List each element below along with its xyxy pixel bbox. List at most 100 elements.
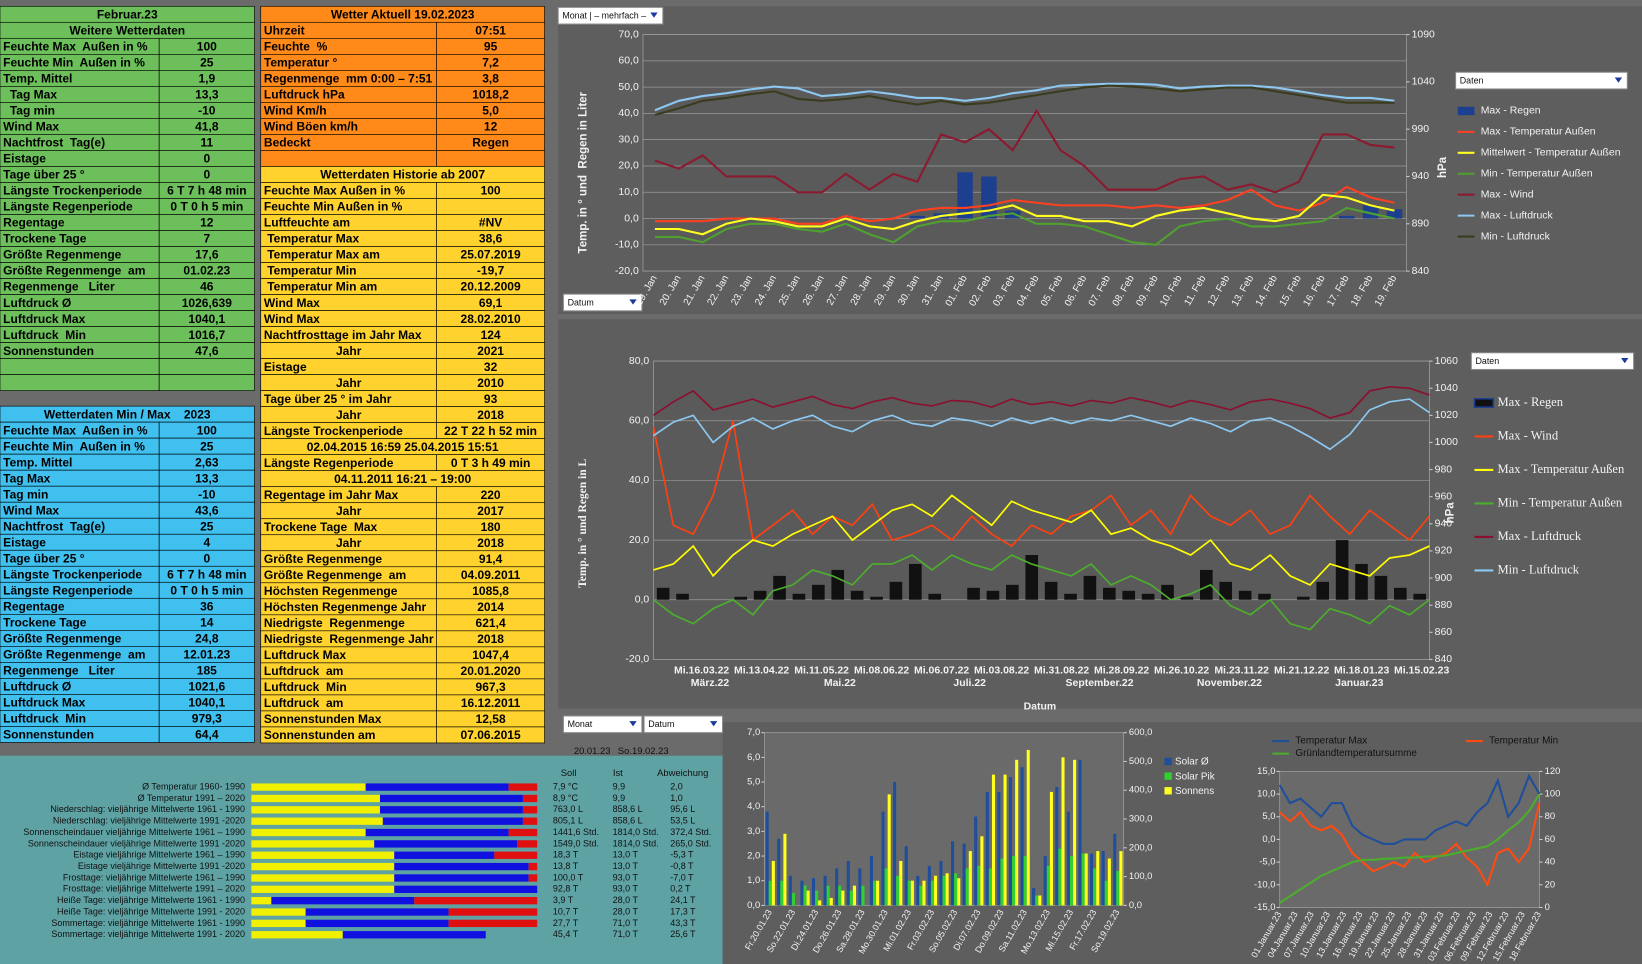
- legend-label: Max - Temperatur Außen: [1481, 127, 1596, 138]
- table-label: Tag min: [3, 487, 48, 501]
- comparison-bar: [251, 828, 366, 837]
- bar: [872, 880, 877, 906]
- legend-label: Solar Pik: [1175, 771, 1215, 782]
- series-line: [654, 193, 1395, 236]
- dropdown-arrow[interactable]: [650, 12, 658, 18]
- x-tick-label: Mi.28.09.22: [1094, 666, 1149, 677]
- table-label: Tag min: [3, 104, 55, 118]
- dropdown-arrow[interactable]: [1614, 77, 1623, 83]
- bar: [1200, 569, 1213, 600]
- month-label: November.22: [1197, 678, 1262, 689]
- series-line: [1278, 773, 1541, 845]
- table-cell: [260, 150, 437, 167]
- table-value: 1021,6: [188, 680, 225, 694]
- dropdown[interactable]: [557, 6, 664, 25]
- table-cell: [158, 374, 255, 391]
- row-label: Ø Temperatur 1960- 1990: [142, 781, 245, 791]
- row-label: Frosttage: vieljährige Mittelwerte 1991 …: [63, 884, 245, 894]
- table-value: -10: [198, 104, 216, 118]
- table-label: Luftdruck hPa: [264, 88, 345, 102]
- bar: [909, 563, 922, 600]
- table-label: Regentage im Jahr Max: [264, 488, 399, 502]
- table-label: Niedrigste Regenmenge Jahr: [264, 632, 434, 646]
- dropdown-arrow[interactable]: [629, 721, 637, 727]
- soll-value: 45,4 T: [553, 929, 579, 939]
- bar: [1084, 853, 1088, 906]
- bar: [1078, 759, 1082, 906]
- dropdown-text[interactable]: Monat: [568, 719, 593, 729]
- ist-value: 93,0 T: [613, 884, 639, 894]
- dropdown-arrow[interactable]: [1621, 357, 1629, 364]
- ist-value: 858,6 L: [613, 804, 643, 814]
- dropdown-text[interactable]: Daten: [1460, 75, 1484, 85]
- dropdown[interactable]: [562, 293, 643, 312]
- legend-label: Max - Regen: [1481, 106, 1541, 117]
- bar: [1355, 563, 1368, 600]
- bar: [1101, 851, 1105, 906]
- month-label: Januar.23: [1335, 678, 1383, 689]
- soll-value: 805,1 L: [553, 816, 583, 826]
- bar: [811, 878, 816, 906]
- table-value: 4: [203, 535, 210, 549]
- y2-tick-label: 100: [1545, 788, 1561, 799]
- table-value: 2010: [477, 376, 504, 390]
- comparison-bar: [251, 931, 343, 939]
- bar: [835, 868, 839, 906]
- bar: [889, 581, 903, 600]
- y-tick-label: 80,0: [629, 356, 650, 367]
- ist-value: 93,0 T: [613, 872, 639, 882]
- y2-tick-label: 920: [1435, 546, 1453, 557]
- table-value: 1047,4: [472, 648, 509, 662]
- table-value: 7: [203, 232, 210, 246]
- table-value: 25: [200, 439, 214, 453]
- row-label: Heiße Tage: vieljährige Mittelwerte 1961…: [57, 895, 245, 905]
- table-value: 25: [200, 56, 214, 70]
- table-label: Wind Max: [264, 296, 320, 310]
- table-value: 04.09.2011: [461, 568, 521, 582]
- diff-value: 265,0 Std.: [670, 838, 711, 848]
- dropdown-text[interactable]: Monat | – mehrfach –: [562, 11, 646, 21]
- dropdown[interactable]: [562, 715, 643, 734]
- comparison-bar: [448, 919, 538, 928]
- dropdown[interactable]: [643, 715, 724, 734]
- table-value: 100: [197, 423, 217, 437]
- bar: [1032, 888, 1036, 906]
- y2-tick-label: 840: [1412, 266, 1430, 277]
- row-label: Niederschlag: vieljährige Mittelwerte 19…: [50, 804, 245, 814]
- table-value: 0: [203, 152, 210, 166]
- comparison-bar: [414, 897, 538, 905]
- dropdown[interactable]: [1470, 352, 1635, 371]
- series-line: [652, 554, 1430, 631]
- x-tick-label: Mi.26.10.22: [1154, 666, 1209, 677]
- row-label: Sonnenscheindauer vieljährige Mittelwert…: [28, 838, 245, 848]
- table-label: Feuchte %: [264, 40, 328, 54]
- table-value: -19,7: [477, 264, 505, 278]
- bar: [899, 860, 903, 906]
- table-label: Längste Regenperiode: [3, 200, 133, 214]
- table-label: Temperatur Max: [264, 232, 360, 246]
- row-label: Ø Temperatur 1991 – 2020: [138, 793, 245, 803]
- dropdown-text[interactable]: Datum: [648, 719, 674, 729]
- bar: [904, 846, 908, 906]
- y2-tick-label: 1040: [1435, 383, 1458, 394]
- comparison-bar: [251, 851, 395, 859]
- dropdown-arrow[interactable]: [629, 299, 637, 305]
- dropdown-text[interactable]: Daten: [1475, 356, 1499, 366]
- comparison-bar: [251, 794, 380, 803]
- table-label: Nachtfrost Tag(e): [3, 136, 105, 150]
- x-tick-label: Mi.31.08.22: [1034, 666, 1089, 677]
- table-value: 22 T 22 h 52 min: [444, 424, 537, 438]
- diff-value: 25,6 T: [670, 929, 696, 939]
- y-tick-label: 20,0: [629, 535, 650, 546]
- table-value: 0: [203, 551, 210, 565]
- dropdown-text[interactable]: Datum: [568, 297, 594, 307]
- table-label: Luftdruck Max: [3, 312, 85, 326]
- y-tick-label: 1,0: [747, 874, 760, 885]
- y-tick-label: 0,0: [747, 899, 760, 910]
- comparison-bar: [528, 862, 538, 871]
- table-value: 0 T 3 h 49 min: [451, 456, 530, 470]
- dropdown-arrow[interactable]: [709, 721, 718, 727]
- dropdown[interactable]: [1455, 71, 1628, 90]
- table-label: Temperatur °: [264, 56, 338, 70]
